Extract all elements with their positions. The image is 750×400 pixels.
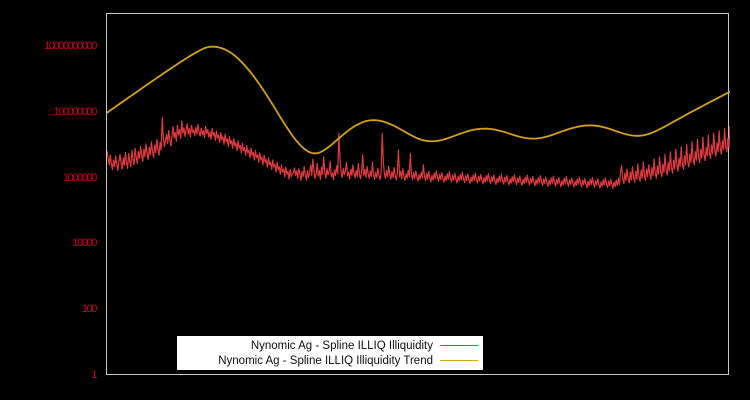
- series-canvas: [107, 45, 730, 189]
- y-axis-tick-label: 100: [81, 303, 98, 316]
- legend-item-illiquidity-trend[interactable]: Nynomic Ag - Spline ILLIQ Illiquidity Tr…: [177, 353, 483, 368]
- y-axis-tick-label: 1000000: [62, 171, 97, 184]
- legend-label-illiquidity-trend: Nynomic Ag - Spline ILLIQ Illiquidity Tr…: [218, 354, 433, 367]
- series-line-illiquidity-trend: [107, 45, 730, 155]
- legend-item-illiquidity[interactable]: Nynomic Ag - Spline ILLIQ Illiquidity: [177, 338, 483, 353]
- line-swatch-icon: [440, 360, 478, 361]
- y-axis-tick-label: 10000: [72, 237, 97, 250]
- y-axis-tick-label: 10000000000: [44, 39, 97, 52]
- y-axis-tick-label: 100000000: [53, 105, 98, 118]
- legend-label-illiquidity: Nynomic Ag - Spline ILLIQ Illiquidity: [250, 339, 433, 352]
- y-axis-tick-label: 1: [91, 369, 97, 381]
- chart-legend: Nynomic Ag - Spline ILLIQ Illiquidity Ny…: [177, 336, 483, 370]
- line-swatch-icon: [440, 345, 478, 346]
- series-line-illiquidity: [107, 116, 730, 189]
- plot-area: [106, 13, 730, 375]
